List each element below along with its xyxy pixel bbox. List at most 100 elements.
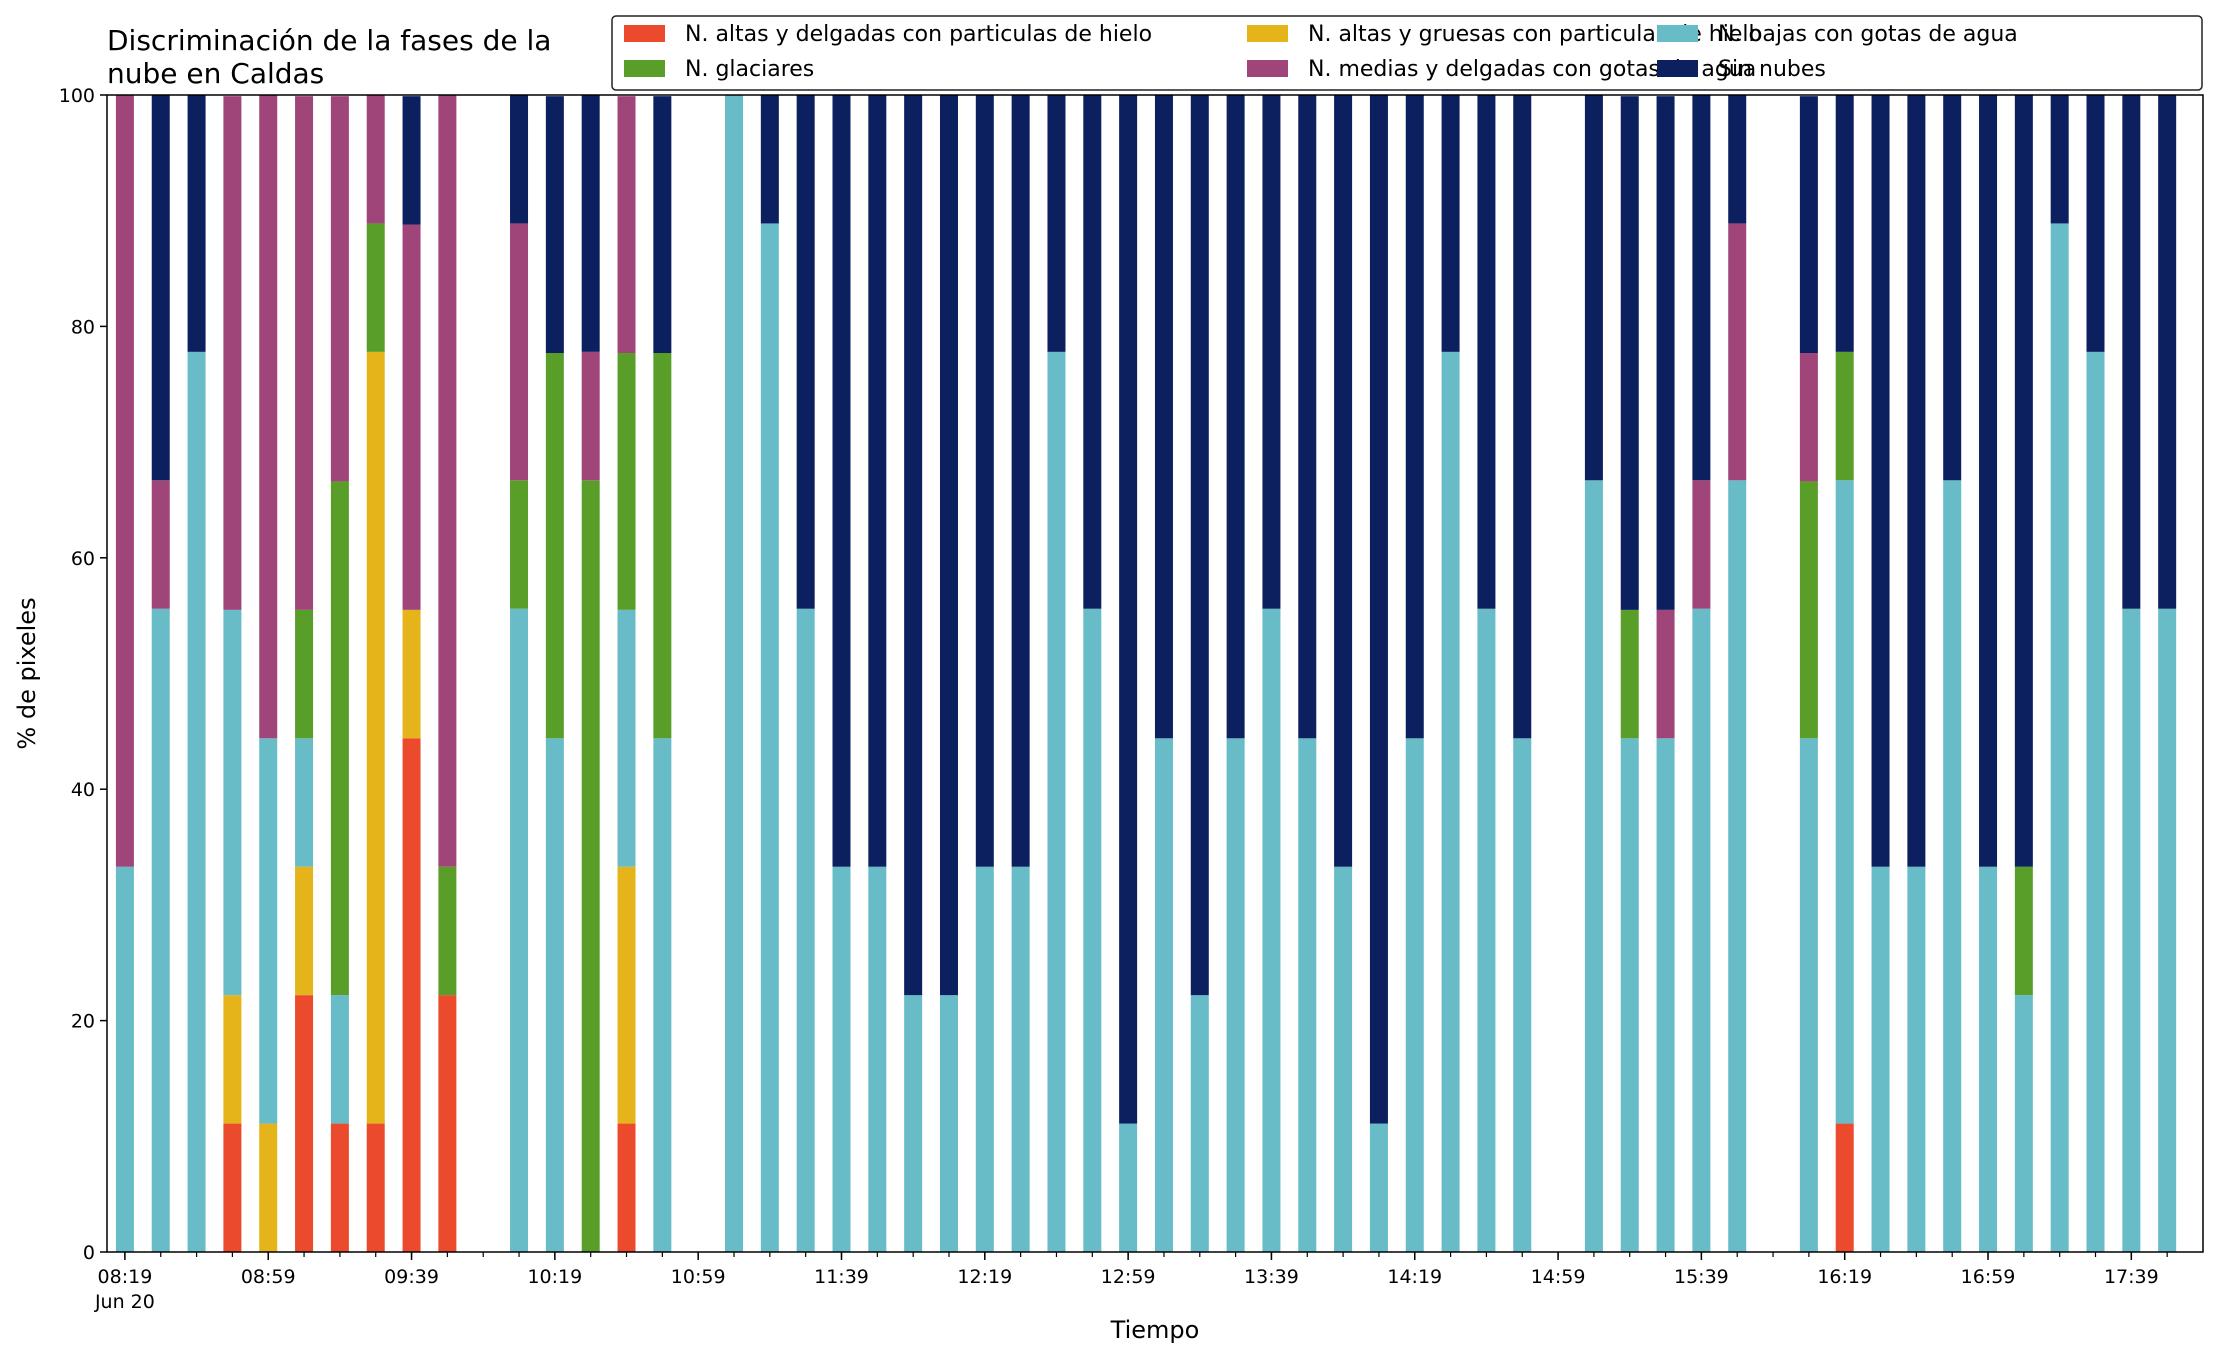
- bar-segment: [1799, 738, 1818, 1252]
- bar-stack: [1334, 95, 1353, 1252]
- bar-segment: [760, 223, 779, 1253]
- bar-stack: [2086, 95, 2105, 1253]
- bar-segment: [1620, 738, 1639, 1252]
- bar-segment: [223, 1123, 242, 1252]
- bar-segment: [1943, 480, 1962, 1252]
- y-tick-label: 40: [71, 779, 95, 801]
- y-tick-label: 60: [71, 548, 95, 570]
- bar-segment: [187, 351, 206, 1253]
- bar-segment: [1369, 95, 1388, 1124]
- bar-segment: [1656, 609, 1675, 739]
- bar-segment: [1334, 95, 1353, 867]
- bar-segment: [1835, 1123, 1854, 1252]
- bar-segment: [223, 995, 242, 1124]
- bar-segment: [151, 608, 170, 1252]
- bar-stack: [653, 96, 672, 1252]
- bar-segment: [1907, 95, 1926, 867]
- bar-segment: [510, 95, 529, 224]
- legend-box: [611, 15, 2203, 91]
- bar-segment: [438, 95, 457, 867]
- bar-segment: [510, 480, 529, 609]
- bar-segment: [1871, 95, 1890, 867]
- chart-title-line: Discriminación de la fases de la: [107, 24, 551, 57]
- bar-segment: [939, 95, 958, 996]
- bar-segment: [2122, 95, 2141, 609]
- bar-segment: [295, 866, 314, 996]
- bar-stack: [581, 95, 600, 1252]
- bar-segment: [223, 609, 242, 996]
- bar-stack: [1835, 95, 1854, 1252]
- bar-segment: [653, 738, 672, 1252]
- bars: [115, 95, 2177, 1253]
- bar-segment: [438, 866, 457, 996]
- bar-segment: [2086, 95, 2105, 352]
- bar-segment: [1047, 351, 1066, 1253]
- bar-segment: [760, 95, 779, 224]
- bar-segment: [1692, 480, 1711, 609]
- bar-segment: [1979, 95, 1998, 867]
- bar-segment: [1728, 223, 1747, 481]
- bar-segment: [1262, 608, 1281, 1252]
- bar-stack: [259, 95, 278, 1252]
- bar-segment: [1835, 95, 1854, 352]
- bar-segment: [1298, 738, 1317, 1252]
- bar-stack: [1190, 95, 1209, 1252]
- bar-segment: [1620, 96, 1639, 610]
- bar-segment: [402, 96, 421, 225]
- bar-stack: [1871, 95, 1890, 1252]
- bar-segment: [223, 96, 242, 610]
- bar-stack: [939, 95, 958, 1252]
- y-tick-label: 100: [59, 85, 95, 107]
- bar-segment: [1692, 608, 1711, 1252]
- x-axis-title: Tiempo: [1110, 1316, 1200, 1344]
- bar-segment: [1154, 738, 1173, 1252]
- bar-segment: [1119, 1123, 1138, 1252]
- bar-stack: [1405, 95, 1424, 1252]
- legend: N. altas y delgadas con particulas de hi…: [611, 15, 2203, 91]
- bar-stack: [1226, 95, 1245, 1252]
- legend-swatch: [1657, 60, 1698, 77]
- bar-segment: [832, 866, 851, 1252]
- bar-segment: [581, 95, 600, 352]
- bar-stack: [1943, 95, 1962, 1252]
- bar-stack: [1979, 95, 1998, 1252]
- bar-segment: [1011, 95, 1030, 867]
- bar-segment: [1799, 96, 1818, 354]
- bar-segment: [581, 351, 600, 481]
- bar-segment: [545, 96, 564, 354]
- x-axis: 08:19 08:59 09:39 10:19 10:59 11:39 12:19 12:59…: [94, 1252, 2168, 1313]
- x-tick-label: 12:59: [1101, 1266, 1156, 1288]
- bar-segment: [1226, 738, 1245, 1252]
- legend-label: N. glaciares: [685, 57, 814, 82]
- bar-stack: [1620, 96, 1639, 1252]
- bar-segment: [330, 1123, 349, 1252]
- bar-segment: [545, 353, 564, 739]
- bar-stack: [438, 95, 457, 1252]
- bar-segment: [1584, 95, 1603, 481]
- bar-stack: [1011, 95, 1030, 1252]
- bar-segment: [1047, 95, 1066, 352]
- bar-segment: [1083, 95, 1102, 609]
- bar-segment: [402, 224, 421, 610]
- bar-segment: [438, 995, 457, 1252]
- bar-segment: [2014, 866, 2033, 996]
- legend-swatch: [624, 60, 665, 77]
- bar-segment: [617, 96, 636, 354]
- x-tick-label: 17:39: [2104, 1266, 2159, 1288]
- bar-segment: [115, 95, 134, 867]
- bar-segment: [1083, 608, 1102, 1252]
- bar-segment: [796, 608, 815, 1252]
- bar-stack: [725, 95, 744, 1252]
- bar-segment: [330, 96, 349, 482]
- legend-swatch: [1657, 25, 1698, 42]
- bar-stack: [2122, 95, 2141, 1252]
- bar-segment: [832, 95, 851, 867]
- bar-segment: [366, 351, 385, 1124]
- bar-segment: [1656, 738, 1675, 1252]
- bar-segment: [904, 95, 923, 996]
- bar-segment: [366, 223, 385, 352]
- bar-segment: [1190, 95, 1209, 996]
- bar-segment: [1441, 95, 1460, 352]
